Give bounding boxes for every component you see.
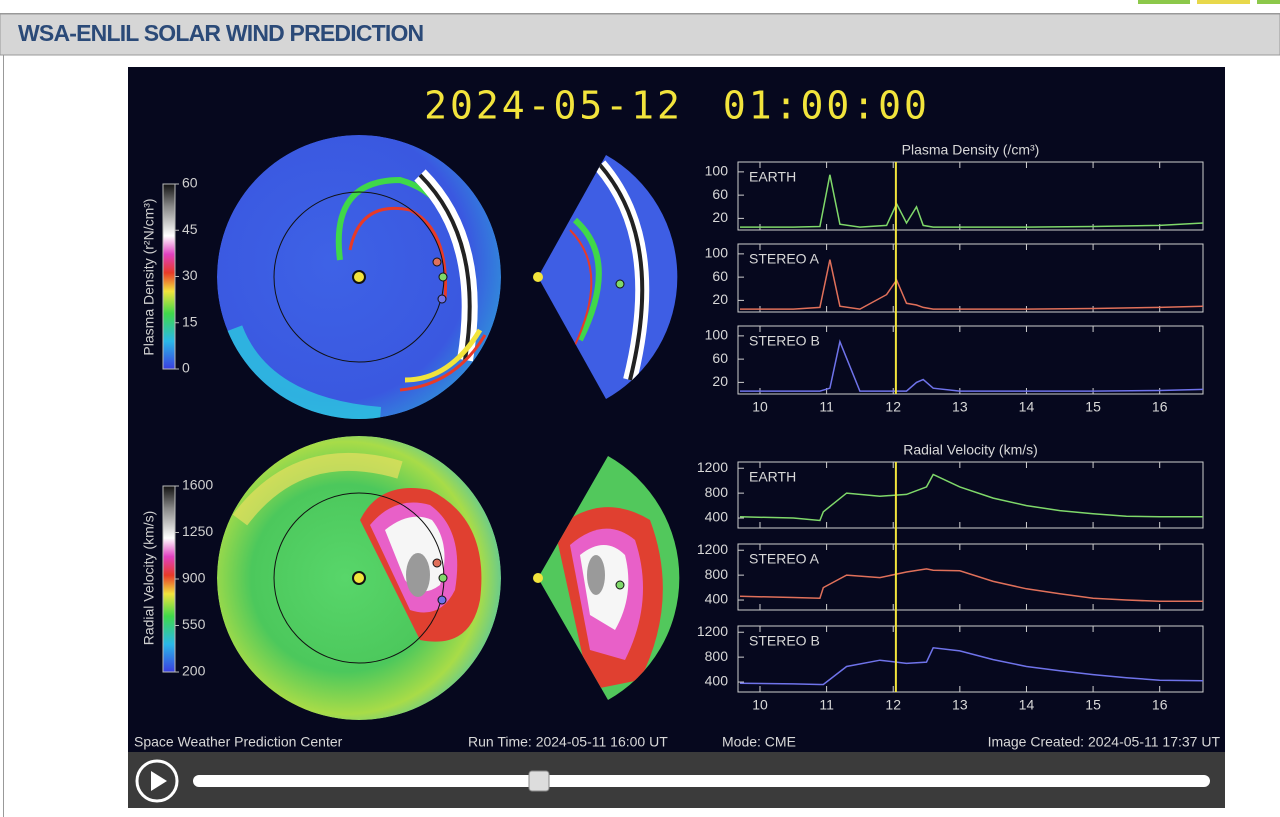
tab[interactable]	[1197, 0, 1250, 4]
colorbar-tick-label: 200	[182, 663, 206, 679]
y-tick-label: 800	[705, 566, 729, 582]
series-label: EARTH	[749, 169, 796, 185]
y-tick-label: 100	[705, 163, 729, 179]
colorbar-title: Radial Velocity (km/s)	[141, 511, 157, 646]
colorbar-tick-label: 1600	[182, 477, 213, 493]
x-tick-label: 15	[1085, 399, 1101, 415]
colorbar-tick-label: 1250	[182, 523, 213, 539]
series-line	[740, 339, 1204, 392]
series-label: STEREO A	[749, 251, 820, 267]
x-tick-label: 15	[1085, 697, 1101, 713]
x-tick-label: 11	[819, 697, 834, 713]
series-label: STEREO B	[749, 333, 820, 349]
x-tick-label: 10	[752, 399, 768, 415]
play-button[interactable]	[135, 759, 179, 803]
x-tick-label: 14	[1019, 697, 1035, 713]
y-tick-label: 60	[712, 350, 728, 366]
series-label: STEREO A	[749, 551, 820, 567]
y-tick-label: 1200	[697, 623, 728, 639]
colorbar-tick-label: 30	[182, 267, 198, 283]
colorbar-tick-label: 550	[182, 616, 206, 632]
colorbar	[162, 183, 176, 370]
slider-track[interactable]	[193, 775, 1210, 787]
plot-frame	[737, 461, 1204, 529]
series-label: STEREO B	[749, 633, 820, 649]
colorbar-tick-label: 15	[182, 313, 198, 329]
x-tick-label: 12	[885, 697, 901, 713]
plot-frame	[737, 161, 1204, 231]
colorbar-tick-label: 45	[182, 221, 198, 237]
footer-created: Image Created: 2024-05-11 17:37 UT	[988, 734, 1221, 750]
bodies	[352, 257, 625, 605]
series-line	[739, 473, 1203, 522]
plot-frame	[737, 625, 1204, 693]
series-line	[740, 259, 1204, 310]
timestamp: 2024-05-12 01:00:00	[424, 84, 930, 128]
plot-frame	[737, 325, 1204, 395]
colorbar	[162, 485, 176, 673]
series-line	[739, 568, 1203, 603]
slider-thumb[interactable]	[528, 770, 550, 792]
section-title: WSA-ENLIL SOLAR WIND PREDICTION	[18, 20, 424, 46]
x-tick-label: 14	[1019, 399, 1035, 415]
chart-title: Plasma Density (/cm³)	[902, 142, 1040, 158]
series-line	[740, 174, 1204, 228]
tab[interactable]	[1138, 0, 1190, 4]
y-tick-label: 800	[705, 648, 729, 664]
footer-mode: Mode: CME	[722, 734, 796, 750]
y-tick-label: 400	[705, 509, 729, 525]
chart-title: Radial Velocity (km/s)	[903, 442, 1038, 458]
colorbar-title: Plasma Density (r²N/cm³)	[141, 198, 157, 355]
y-tick-label: 400	[705, 591, 729, 607]
y-tick-label: 20	[712, 209, 728, 225]
y-tick-label: 20	[712, 291, 728, 307]
x-tick-label: 13	[952, 399, 968, 415]
x-tick-label: 10	[752, 697, 768, 713]
series-label: EARTH	[749, 469, 796, 485]
y-tick-label: 60	[712, 186, 728, 202]
y-tick-label: 100	[705, 327, 729, 343]
x-tick-label: 16	[1152, 697, 1168, 713]
x-tick-label: 13	[952, 697, 968, 713]
footer-run-time: Run Time: 2024-05-11 16:00 UT	[468, 734, 668, 750]
y-tick-label: 100	[705, 245, 729, 261]
tab[interactable]	[1257, 0, 1280, 4]
colorbar-tick-label: 0	[182, 360, 190, 376]
y-tick-label: 1200	[697, 459, 728, 475]
x-tick-label: 11	[819, 399, 834, 415]
plot-frame	[737, 243, 1204, 313]
section-header	[0, 13, 1280, 56]
x-tick-label: 12	[885, 399, 901, 415]
footer-credit: Space Weather Prediction Center	[134, 734, 343, 750]
colorbar-tick-label: 60	[182, 175, 198, 191]
y-tick-label: 400	[705, 673, 729, 689]
plot-frame	[737, 543, 1204, 611]
colorbar-tick-label: 900	[182, 570, 206, 586]
y-tick-label: 1200	[697, 541, 728, 557]
x-tick-label: 16	[1152, 399, 1168, 415]
y-tick-label: 60	[712, 268, 728, 284]
series-line	[739, 646, 1204, 686]
y-tick-label: 800	[705, 484, 729, 500]
y-tick-label: 20	[712, 373, 728, 389]
